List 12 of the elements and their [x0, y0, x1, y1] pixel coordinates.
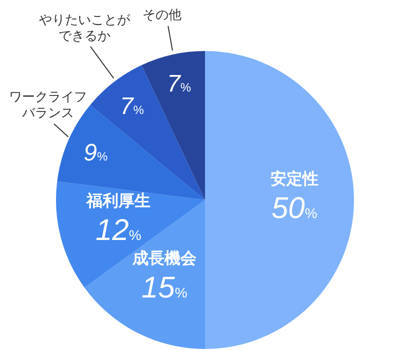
- slice-label: 成長機会: [131, 250, 198, 268]
- data-label: 7%: [166, 70, 192, 98]
- data-label: 7%: [120, 92, 144, 120]
- slice-label: 安定性: [270, 169, 318, 188]
- data-label: 15%: [142, 272, 188, 305]
- slice-label: ワークライフバランス: [8, 88, 88, 121]
- data-label: 12%: [95, 214, 142, 248]
- data-label: 9%: [84, 140, 108, 167]
- slice-label: その他: [142, 7, 183, 23]
- slice-label: 福利厚生: [85, 192, 150, 210]
- data-label: 50%: [271, 192, 318, 225]
- slice-label: やりたいことができるか: [38, 12, 131, 44]
